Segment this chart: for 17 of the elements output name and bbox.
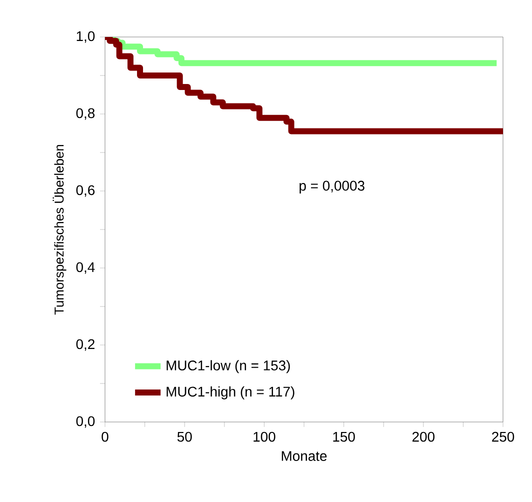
annotation: p = 0,0003 xyxy=(300,180,364,194)
x-tick-label: 250 xyxy=(492,432,514,442)
legend-label: MUC1-low (n = 153) xyxy=(166,360,290,374)
x-tick-label: 0 xyxy=(102,432,108,442)
x-tick-label: 100 xyxy=(254,432,276,442)
legend-label: MUC1-high (n = 117) xyxy=(166,386,294,400)
x-tick-label: 150 xyxy=(333,432,355,442)
y-axis-title: Tumorspezifisches Überleben xyxy=(52,144,66,315)
x-tick-label: 50 xyxy=(177,432,192,442)
x-tick-label: 200 xyxy=(412,432,434,442)
y-tick-label: 0,8 xyxy=(76,108,95,120)
y-tick-label: 0,4 xyxy=(76,262,95,274)
y-tick-label: 0,0 xyxy=(76,416,95,428)
y-tick-label: 0,2 xyxy=(76,339,94,351)
y-tick-label: 0,6 xyxy=(76,185,95,197)
x-axis-title: Monate xyxy=(282,451,327,461)
y-tick-label: 1,0 xyxy=(76,31,95,43)
